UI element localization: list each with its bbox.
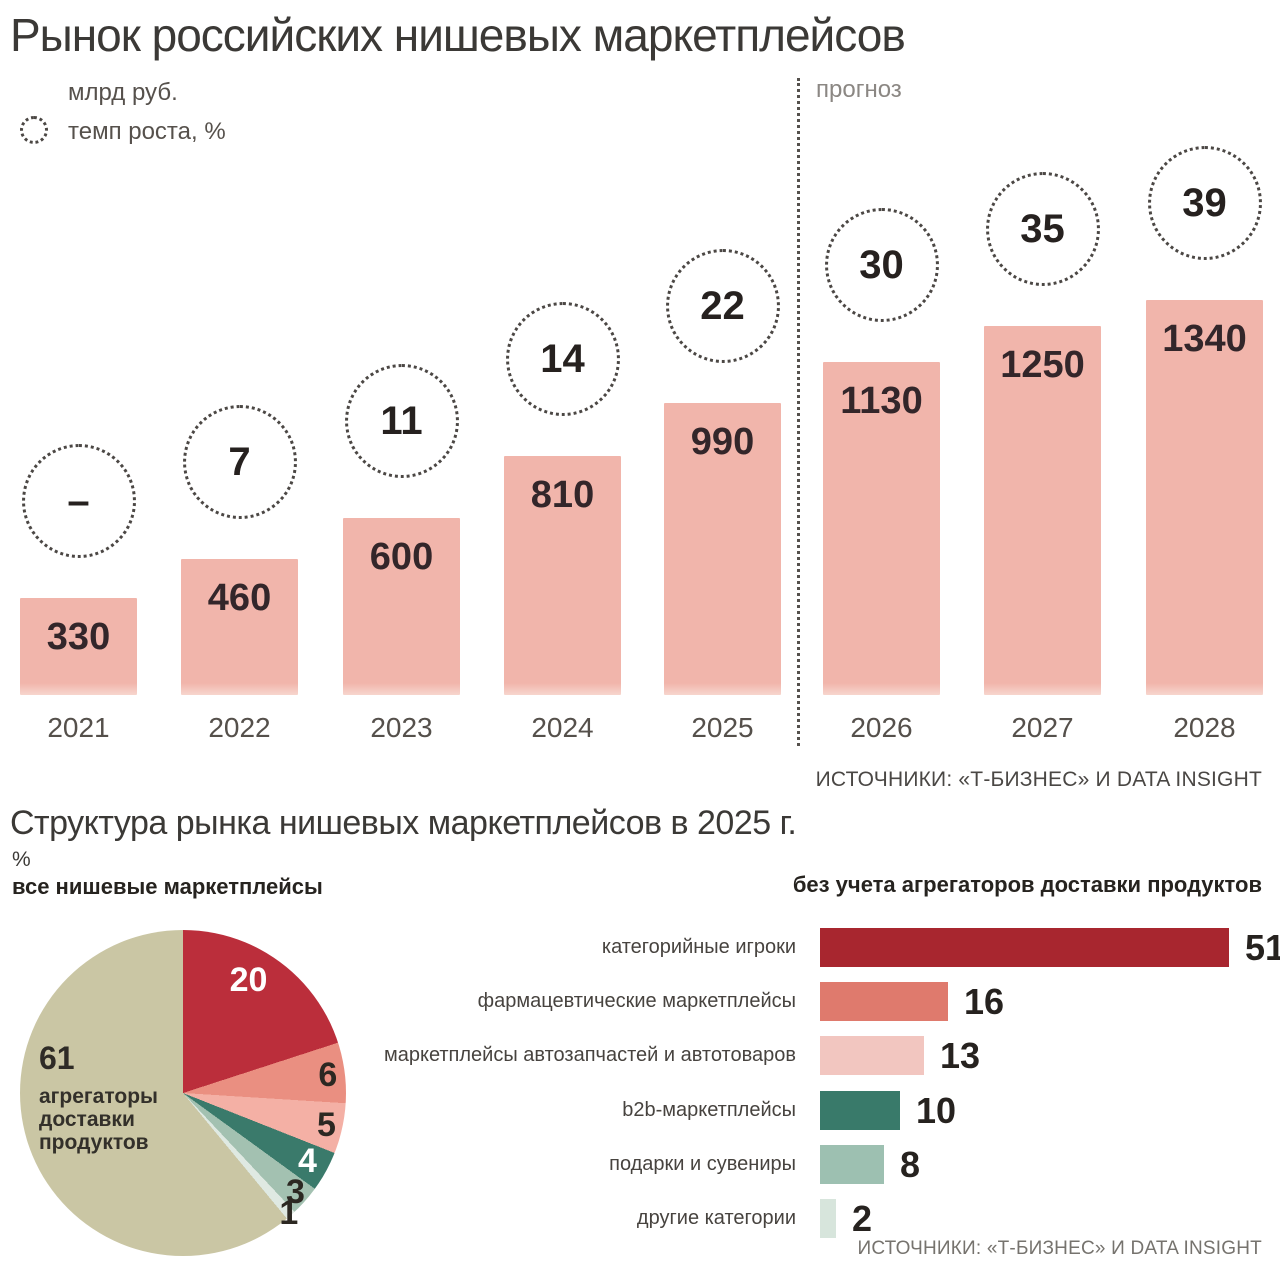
- hbar-value-label: 2: [852, 1198, 873, 1239]
- hbar-category-label: другие категории: [636, 1207, 796, 1229]
- source-note-bottom: ИСТОЧНИКИ: «Т-БИЗНЕС» И DATA INSIGHT: [857, 1238, 1262, 1259]
- year-label-2026: 2026: [850, 712, 913, 743]
- pie-slice-value-label: 4: [297, 1142, 317, 1181]
- pie-chart-title: все нишевые маркетплейсы: [12, 874, 323, 899]
- bar-2025: [664, 403, 781, 695]
- pie-slice-value-label: 5: [316, 1106, 336, 1145]
- bar-value-label: 460: [207, 577, 272, 619]
- hbar-bar: [820, 982, 948, 1021]
- growth-rate-circle-2024: 14: [505, 302, 620, 416]
- bar-2026: [823, 362, 940, 695]
- market-structure-pie-chart: 61 агрегаторы доставки продуктов 20 6 5 4 3 1: [20, 930, 346, 1256]
- percent-unit-label: %: [12, 848, 31, 871]
- aggregator-value: 61: [39, 1040, 75, 1076]
- forecast-label: прогноз: [816, 76, 902, 103]
- year-label-2025: 2025: [691, 712, 754, 743]
- bar-2028: [1146, 300, 1263, 695]
- hbar-bar: [820, 1091, 900, 1130]
- bar-value-label: 330: [46, 616, 111, 658]
- aggregator-text: агрегаторы доставки продуктов: [39, 1085, 158, 1154]
- hbar-bar: [820, 928, 1229, 967]
- bar-2023: [343, 518, 460, 695]
- hbar-value-label: 13: [940, 1035, 981, 1076]
- hbar-category-label: маркетплейсы автозапчастей и автотоваров: [383, 1044, 796, 1066]
- growth-rate-circle-2023: 11: [344, 364, 459, 478]
- bar-value-label: 990: [690, 421, 755, 463]
- hbar-bar: [820, 1145, 884, 1184]
- growth-rate-circle-2026: 30: [824, 208, 939, 322]
- pie-slice-value-label: 3: [286, 1173, 305, 1212]
- pie-slice-value-label: 20: [229, 960, 268, 999]
- growth-rate-circle-2027: 35: [985, 172, 1100, 286]
- bar-value-label: 1340: [1162, 318, 1247, 360]
- year-label-2022: 2022: [208, 712, 271, 743]
- forecast-separator-line: [797, 78, 800, 746]
- year-label-2023: 2023: [370, 712, 433, 743]
- year-label-2021: 2021: [47, 712, 110, 743]
- pie-slice-value-label: 1: [279, 1194, 299, 1233]
- legend-growth-circle-icon: [20, 116, 48, 144]
- hbar-category-label: подарки и сувениры: [609, 1153, 796, 1175]
- year-label-2027: 2027: [1011, 712, 1074, 743]
- hbar-category-label: b2b-маркетплейсы: [622, 1099, 796, 1121]
- source-note-top: ИСТОЧНИКИ: «Т-БИЗНЕС» И DATA INSIGHT: [815, 768, 1262, 791]
- bar-value-label: 600: [369, 536, 434, 578]
- growth-rate-circle-2025: 22: [665, 249, 780, 363]
- aggregator-slice-label: 61 агрегаторы доставки продуктов: [39, 1040, 189, 1154]
- bar-value-label: 1130: [840, 380, 923, 422]
- growth-rate-circle-2028: 39: [1147, 146, 1262, 260]
- hbar-value-label: 16: [964, 981, 1005, 1022]
- bar-2024: [504, 456, 621, 695]
- hbar-category-label: фармацевтические маркетплейсы: [477, 990, 796, 1012]
- hbar-value-label: 8: [900, 1144, 921, 1185]
- hbar-chart-title: без учета агрегаторов доставки продуктов: [792, 872, 1262, 897]
- growth-rate-circle-2021: –: [21, 444, 136, 558]
- bar-2027: [984, 326, 1101, 695]
- year-label-2024: 2024: [531, 712, 594, 743]
- bar-2021: [20, 598, 137, 695]
- market-size-bar-chart: 330 – 2021 460 7 2022 600 11 2023 810 14 2024 990 22 2…: [20, 146, 1263, 743]
- pie-slice-value-label: 6: [318, 1055, 338, 1094]
- bar-value-label: 810: [530, 474, 595, 516]
- page-title: Рынок российских нишевых маркетплейсов: [10, 9, 906, 61]
- hbar-category-label: категорийные игроки: [601, 936, 796, 958]
- legend-growth-label: темп роста, %: [68, 118, 226, 145]
- hbar-bar: [820, 1199, 836, 1238]
- bar-value-label: 1250: [1000, 344, 1085, 386]
- legend-bar-label: млрд руб.: [68, 79, 178, 106]
- hbar-value-label: 51: [1245, 927, 1280, 968]
- year-label-2028: 2028: [1173, 712, 1236, 743]
- section2-title: Структура рынка нишевых маркетплейсов в …: [10, 804, 797, 842]
- hbar-value-label: 10: [916, 1090, 957, 1131]
- hbar-bar: [820, 1036, 924, 1075]
- growth-rate-circle-2022: 7: [182, 405, 297, 519]
- bar-2022: [181, 559, 298, 695]
